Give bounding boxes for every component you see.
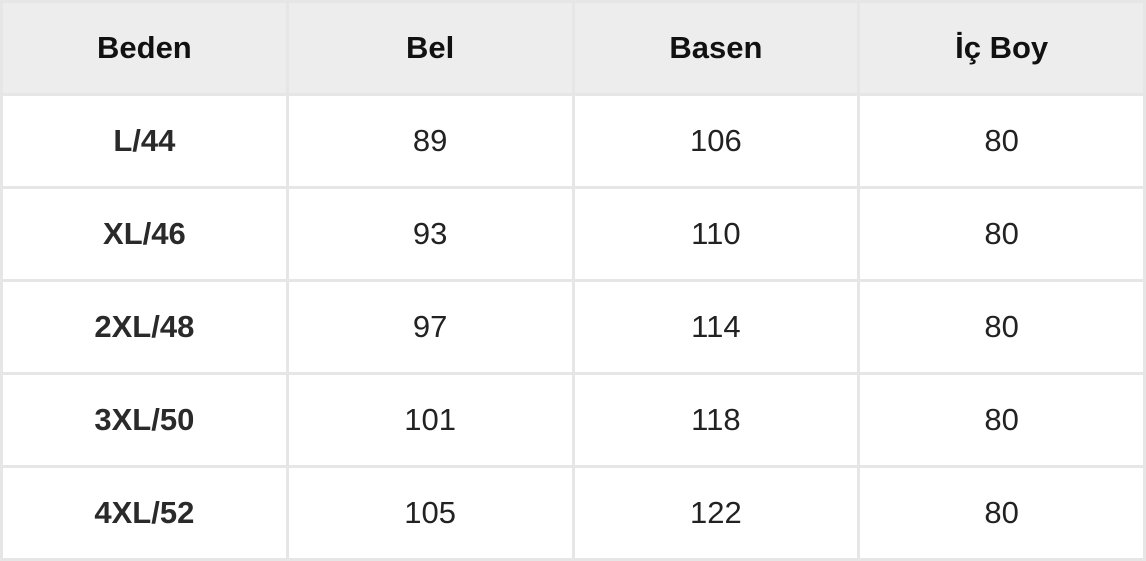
column-header: Bel bbox=[288, 3, 572, 93]
row-header-cell: L/44 bbox=[3, 96, 286, 186]
table-cell: 80 bbox=[860, 468, 1143, 558]
table-cell: 105 bbox=[288, 468, 572, 558]
column-header: Basen bbox=[574, 3, 858, 93]
table-cell: 93 bbox=[288, 189, 572, 279]
table-cell: 110 bbox=[574, 189, 858, 279]
row-header-cell: 4XL/52 bbox=[3, 468, 286, 558]
row-header-cell: 2XL/48 bbox=[3, 282, 286, 372]
table-cell: 80 bbox=[860, 282, 1143, 372]
table-cell: 80 bbox=[860, 375, 1143, 465]
column-header: İç Boy bbox=[860, 3, 1143, 93]
column-header: Beden bbox=[3, 3, 286, 93]
row-header-cell: XL/46 bbox=[3, 189, 286, 279]
table-cell: 118 bbox=[574, 375, 858, 465]
table-cell: 80 bbox=[860, 189, 1143, 279]
table-cell: 101 bbox=[288, 375, 572, 465]
row-header-cell: 3XL/50 bbox=[3, 375, 286, 465]
table-cell: 80 bbox=[860, 96, 1143, 186]
table-cell: 89 bbox=[288, 96, 572, 186]
table-cell: 114 bbox=[574, 282, 858, 372]
table-cell: 122 bbox=[574, 468, 858, 558]
table-cell: 106 bbox=[574, 96, 858, 186]
table-cell: 97 bbox=[288, 282, 572, 372]
